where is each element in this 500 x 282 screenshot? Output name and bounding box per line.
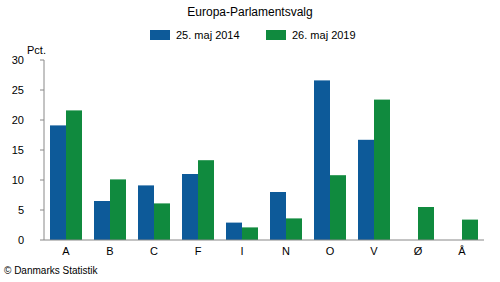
- x-tick-label: A: [62, 245, 70, 257]
- y-tick: [40, 180, 44, 181]
- bar: [198, 160, 214, 240]
- x-tick-label: I: [240, 245, 243, 257]
- bar: [110, 179, 126, 240]
- y-tick-label: 0: [18, 234, 24, 246]
- y-axis: [44, 60, 45, 240]
- x-tick-label: Å: [458, 245, 466, 257]
- bar: [226, 223, 242, 240]
- x-tick-label: Ø: [414, 245, 423, 257]
- x-tick-label: B: [106, 245, 113, 257]
- y-tick: [40, 120, 44, 121]
- legend-swatch: [150, 30, 170, 40]
- chart: Europa-Parlamentsvalg 25. maj 2014 26. maj…: [0, 0, 500, 282]
- y-tick-label: 5: [18, 204, 24, 216]
- y-tick-label: 25: [12, 84, 24, 96]
- legend-entry: 26. maj 2019: [266, 29, 356, 41]
- x-axis: [44, 240, 484, 241]
- y-tick-label: 10: [12, 174, 24, 186]
- legend-label: 26. maj 2019: [292, 29, 356, 41]
- bar: [418, 207, 434, 240]
- bar: [314, 80, 330, 240]
- x-tick-label: N: [282, 245, 290, 257]
- y-tick-label: 20: [12, 114, 24, 126]
- bar: [50, 125, 66, 240]
- bar: [94, 201, 110, 240]
- legend-swatch: [266, 30, 286, 40]
- y-axis-label: Pct.: [27, 44, 46, 56]
- x-tick-label: C: [150, 245, 158, 257]
- x-tick-label: V: [370, 245, 378, 257]
- x-tick-label: O: [326, 245, 335, 257]
- bar: [330, 175, 346, 240]
- legend-entry: 25. maj 2014: [150, 29, 240, 41]
- y-tick-label: 30: [12, 54, 24, 66]
- bar: [66, 110, 82, 240]
- bars: [50, 80, 478, 240]
- bar: [270, 192, 286, 240]
- y-tick: [40, 210, 44, 211]
- y-tick: [40, 240, 44, 241]
- source: © Danmarks Statistik: [4, 265, 99, 276]
- bar: [154, 203, 170, 240]
- bar: [358, 140, 374, 240]
- title: Europa-Parlamentsvalg: [187, 5, 312, 19]
- y-tick: [40, 60, 44, 61]
- bar: [138, 185, 154, 240]
- bar: [462, 220, 478, 240]
- y-tick: [40, 90, 44, 91]
- bar: [242, 227, 258, 240]
- bar: [374, 100, 390, 240]
- y-tick: [40, 150, 44, 151]
- x-tick-label: F: [195, 245, 202, 257]
- legend-label: 25. maj 2014: [176, 29, 240, 41]
- bar: [286, 218, 302, 240]
- bar: [182, 174, 198, 240]
- y-tick-label: 15: [12, 144, 24, 156]
